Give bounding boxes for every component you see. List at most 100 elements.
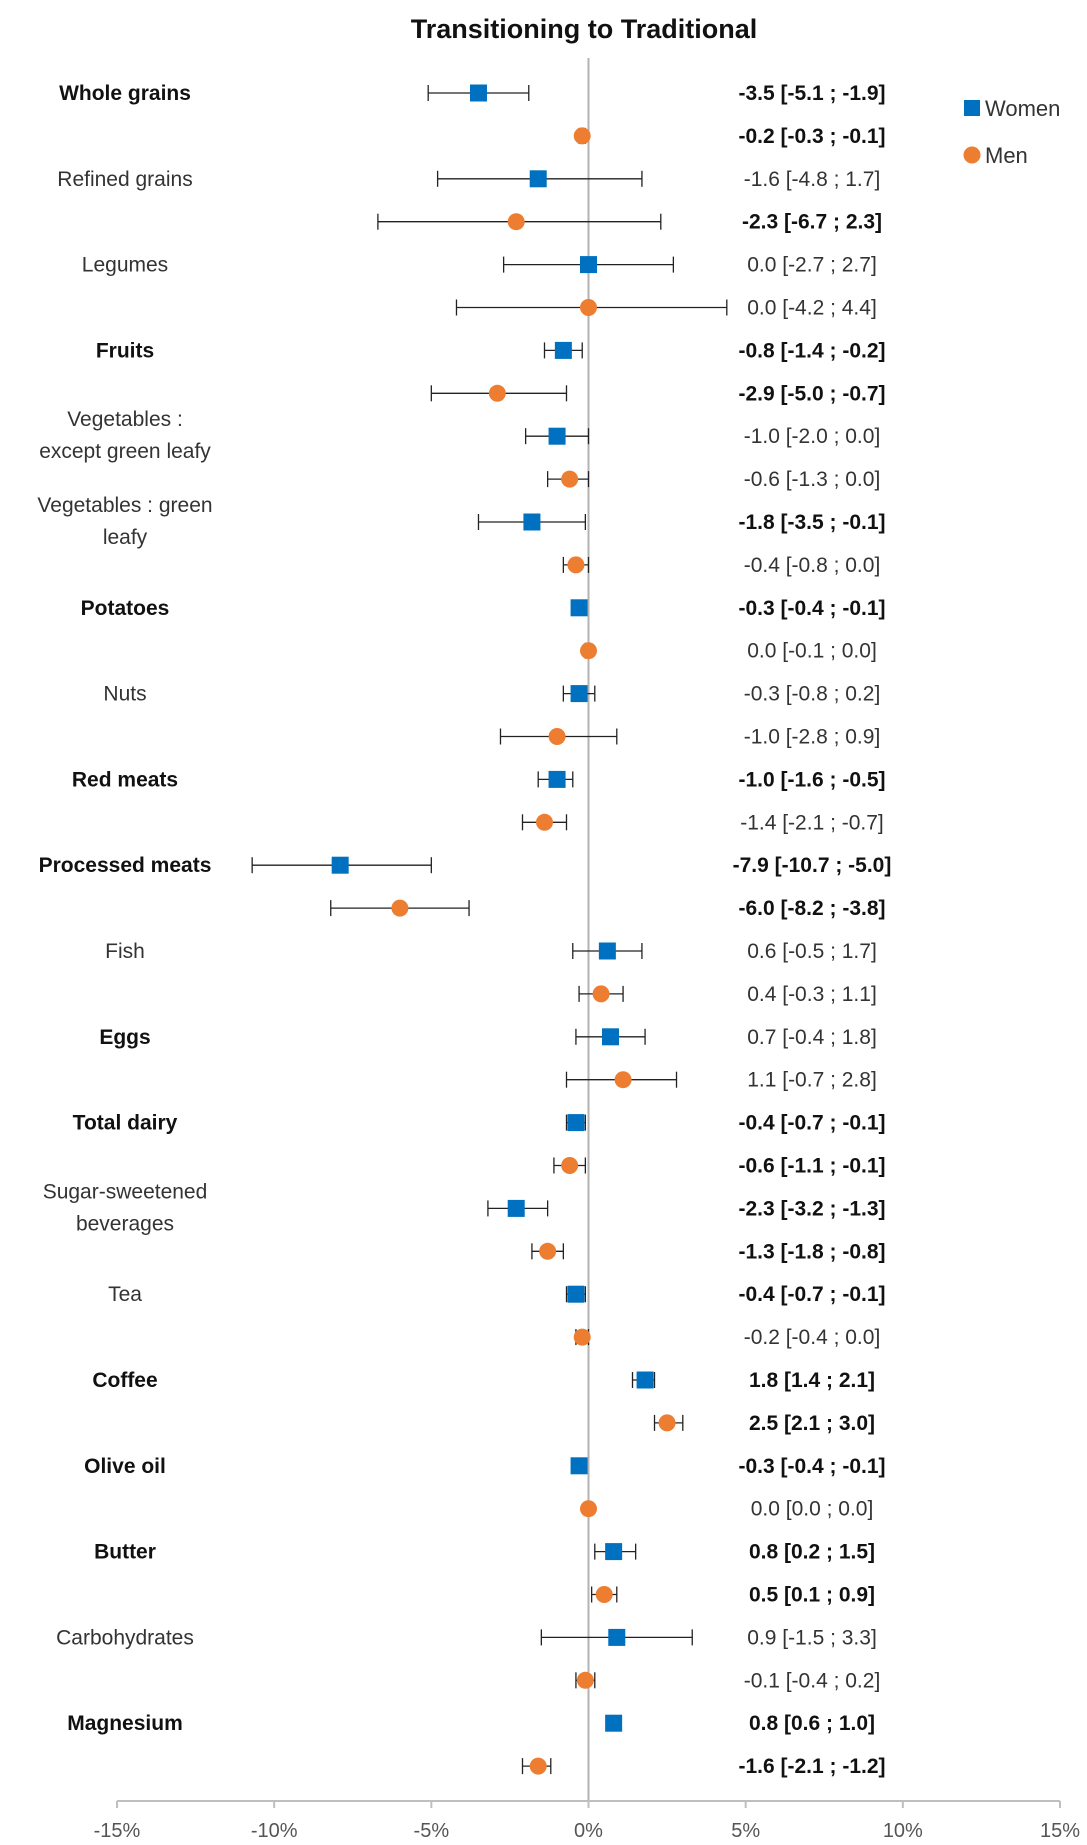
x-tick-label: -10% <box>251 1820 298 1842</box>
women-point-marker <box>570 685 588 703</box>
forest-row: Nuts -0.3 [-0.8 ; 0.2] -1.0 [-2.8 ; 0.9] <box>103 683 880 749</box>
forest-row: Processed meats -7.9 [-10.7 ; -5.0] -6.0 [… <box>39 854 892 920</box>
row-label: Refined grains <box>57 168 192 191</box>
women-ci-text: -1.0 [-1.6 ; -0.5] <box>738 768 885 791</box>
row-label: Total dairy <box>73 1112 178 1135</box>
row-label: Fish <box>105 940 145 963</box>
forest-row: Eggs 0.7 [-0.4 ; 1.8] 1.1 [-0.7 ; 2.8] <box>99 1026 876 1092</box>
men-point-marker <box>573 1328 591 1346</box>
men-point-marker <box>614 1071 632 1089</box>
women-point-marker <box>570 599 588 617</box>
men-ci-text: -0.1 [-0.4 ; 0.2] <box>744 1669 881 1692</box>
men-ci-text: -2.3 [-6.7 ; 2.3] <box>742 211 882 234</box>
men-ci-text: -0.6 [-1.1 ; -0.1] <box>738 1155 885 1178</box>
men-point-marker <box>535 813 553 831</box>
women-point-marker <box>548 427 566 445</box>
women-ci-text: 0.8 [0.6 ; 1.0] <box>749 1712 875 1735</box>
women-point-marker <box>605 1714 623 1732</box>
row-label: Fruits <box>96 339 154 362</box>
men-ci-text: -0.6 [-1.3 ; 0.0] <box>744 468 881 491</box>
men-ci-text: 1.1 [-0.7 ; 2.8] <box>747 1069 877 1092</box>
men-point-marker <box>580 299 597 316</box>
row-label: Olive oil <box>84 1455 166 1478</box>
men-point-marker <box>595 1586 613 1603</box>
women-point-marker <box>580 256 597 274</box>
row-label: Carbohydrates <box>56 1626 194 1649</box>
x-tick-label: 15% <box>1040 1820 1080 1842</box>
forest-row: Fish 0.6 [-0.5 ; 1.7] 0.4 [-0.3 ; 1.1] <box>105 940 877 1006</box>
women-point-marker <box>602 1028 620 1046</box>
women-ci-text: -0.3 [-0.8 ; 0.2] <box>744 683 881 706</box>
row-label: Vegetables : green <box>37 494 212 517</box>
men-ci-text: -6.0 [-8.2 ; -3.8] <box>738 897 885 920</box>
row-label: leafy <box>103 526 148 549</box>
forest-row: Potatoes -0.3 [-0.4 ; -0.1] 0.0 [-0.1 ; 0.… <box>81 597 886 663</box>
women-ci-text: -3.5 [-5.1 ; -1.9] <box>738 82 885 105</box>
women-point-marker <box>523 513 541 531</box>
women-ci-text: 0.7 [-0.4 ; 1.8] <box>747 1026 877 1049</box>
women-ci-text: -0.4 [-0.7 ; -0.1] <box>738 1112 885 1135</box>
forest-row: Vegetables : except green leafy -1.0 [-2.0… <box>39 408 880 491</box>
women-point-marker <box>548 770 566 788</box>
men-point-marker <box>580 642 597 660</box>
row-label: Tea <box>108 1283 142 1306</box>
women-ci-text: -2.3 [-3.2 ; -1.3] <box>738 1197 885 1220</box>
women-ci-text: 1.8 [1.4 ; 2.1] <box>749 1369 875 1392</box>
x-tick-label: -5% <box>414 1820 450 1842</box>
men-point-marker <box>573 127 591 145</box>
x-tick-label: 5% <box>731 1820 760 1842</box>
men-ci-text: -1.4 [-2.1 ; -0.7] <box>740 811 884 834</box>
men-ci-text: 0.4 [-0.3 ; 1.1] <box>747 983 877 1006</box>
men-ci-text: -0.2 [-0.4 ; 0.0] <box>744 1326 881 1349</box>
forest-row: Coffee 1.8 [1.4 ; 2.1] 2.5 [2.1 ; 3.0] <box>92 1369 875 1435</box>
men-point-marker <box>576 1671 594 1689</box>
row-label: Red meats <box>72 768 178 791</box>
men-point-marker <box>391 899 409 917</box>
women-ci-text: -7.9 [-10.7 ; -5.0] <box>733 854 892 877</box>
men-ci-text: 2.5 [2.1 ; 3.0] <box>749 1412 875 1435</box>
forest-row: Total dairy -0.4 [-0.7 ; -0.1] -0.6 [-1.1 … <box>73 1112 886 1178</box>
women-point-marker <box>331 856 349 874</box>
forest-row: Fruits -0.8 [-1.4 ; -0.2] -2.9 [-5.0 ; -0.… <box>96 339 886 405</box>
row-label: beverages <box>76 1212 174 1235</box>
forest-row: Magnesium 0.8 [0.6 ; 1.0] -1.6 [-2.1 ; -1.… <box>67 1712 885 1778</box>
row-label: Sugar-sweetened <box>43 1180 208 1203</box>
women-ci-text: -0.3 [-0.4 ; -0.1] <box>738 597 885 620</box>
x-tick-label: 10% <box>883 1820 923 1842</box>
forest-row: Legumes 0.0 [-2.7 ; 2.7] 0.0 [-4.2 ; 4.4] <box>82 254 877 320</box>
women-ci-text: -1.0 [-2.0 ; 0.0] <box>744 425 881 448</box>
women-point-marker <box>570 1457 588 1475</box>
women-ci-text: 0.0 [-2.7 ; 2.7] <box>747 254 877 277</box>
row-label: Vegetables : <box>67 408 183 431</box>
legend-women-label: Women <box>985 96 1060 121</box>
row-label: Nuts <box>103 683 146 706</box>
forest-row: Red meats -1.0 [-1.6 ; -0.5] -1.4 [-2.1 ; … <box>72 768 886 834</box>
women-ci-text: 0.8 [0.2 ; 1.5] <box>749 1541 875 1564</box>
forest-row: Olive oil -0.3 [-0.4 ; -0.1] 0.0 [0.0 ; 0.… <box>84 1455 885 1521</box>
row-label: Potatoes <box>81 597 170 620</box>
women-point-marker <box>636 1371 654 1389</box>
women-ci-text: -1.8 [-3.5 ; -0.1] <box>738 511 885 534</box>
men-point-marker <box>567 556 585 574</box>
women-point-marker <box>469 84 487 102</box>
men-point-marker <box>580 1500 597 1518</box>
row-label: Butter <box>94 1541 156 1564</box>
row-label: Whole grains <box>59 82 191 105</box>
x-tick-label: 0% <box>574 1820 603 1842</box>
men-point-marker <box>539 1242 557 1260</box>
women-point-marker <box>567 1285 585 1303</box>
men-ci-text: -1.0 [-2.8 ; 0.9] <box>744 726 881 749</box>
men-point-marker <box>561 470 579 488</box>
women-ci-text: -0.3 [-0.4 ; -0.1] <box>738 1455 885 1478</box>
legend: Women Men <box>963 96 1060 168</box>
women-point-marker <box>554 341 572 359</box>
row-label: Legumes <box>82 254 168 277</box>
men-ci-text: -0.4 [-0.8 ; 0.0] <box>744 554 881 577</box>
women-point-marker <box>567 1114 585 1132</box>
row-label: Eggs <box>99 1026 150 1049</box>
women-ci-text: 0.6 [-0.5 ; 1.7] <box>747 940 877 963</box>
x-tick-label: -15% <box>94 1820 141 1842</box>
forest-row: Sugar-sweetened beverages -2.3 [-3.2 ; -1.… <box>43 1180 886 1263</box>
men-ci-text: 0.0 [-0.1 ; 0.0] <box>747 640 877 663</box>
row-label: Magnesium <box>67 1712 183 1735</box>
